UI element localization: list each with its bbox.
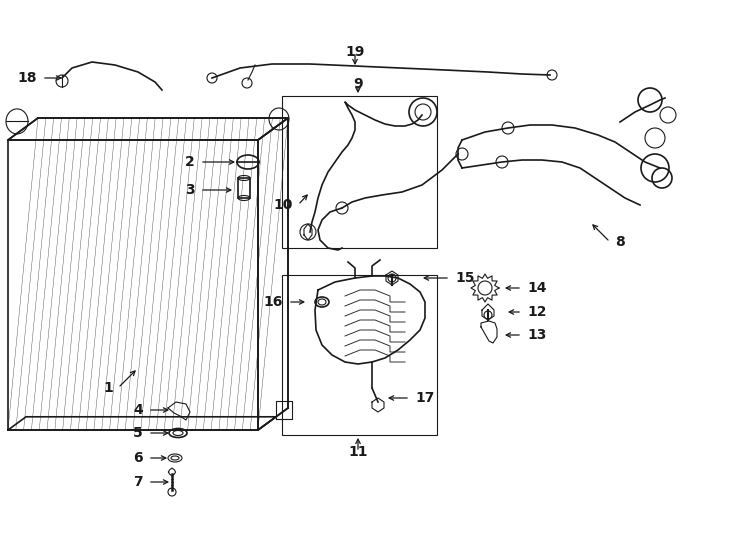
- Text: 4: 4: [134, 403, 143, 417]
- Text: 19: 19: [345, 45, 365, 59]
- Text: 9: 9: [353, 77, 363, 91]
- Text: 2: 2: [185, 155, 195, 169]
- Text: 18: 18: [18, 71, 37, 85]
- Text: 12: 12: [527, 305, 547, 319]
- Text: 14: 14: [527, 281, 547, 295]
- Text: 13: 13: [527, 328, 546, 342]
- Text: 17: 17: [415, 391, 435, 405]
- Text: 1: 1: [103, 381, 113, 395]
- Bar: [238, 178, 250, 198]
- Text: 7: 7: [134, 475, 143, 489]
- Text: 6: 6: [134, 451, 143, 465]
- Text: 3: 3: [186, 183, 195, 197]
- Text: 10: 10: [274, 198, 293, 212]
- Text: 15: 15: [455, 271, 474, 285]
- Bar: [282, 275, 437, 435]
- Text: 16: 16: [264, 295, 283, 309]
- Text: 5: 5: [134, 426, 143, 440]
- Bar: [282, 96, 437, 248]
- Text: 8: 8: [615, 235, 625, 249]
- Text: 11: 11: [348, 445, 368, 459]
